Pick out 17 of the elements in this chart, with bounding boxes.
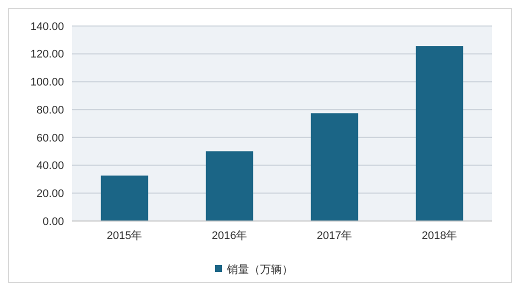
y-tick-label: 40.00 — [36, 160, 64, 172]
y-tick-label: 100.00 — [30, 76, 64, 89]
bar — [206, 151, 254, 221]
bar — [310, 113, 358, 221]
bar — [416, 46, 464, 221]
y-tick-label: 120.00 — [30, 48, 64, 61]
x-tick-label: 2015年 — [106, 230, 142, 242]
bar — [100, 176, 148, 221]
y-tick-label: 60.00 — [36, 132, 64, 144]
y-tick-label: 20.00 — [36, 188, 64, 200]
y-tick-label: 0.00 — [42, 216, 64, 228]
x-tick-label: 2016年 — [212, 230, 248, 242]
legend-label: 销量（万辆） — [226, 264, 293, 276]
x-tick-label: 2017年 — [316, 230, 352, 242]
x-tick-label: 2018年 — [422, 230, 458, 242]
y-tick-label: 80.00 — [36, 104, 64, 116]
y-tick-label: 140.00 — [30, 20, 64, 33]
